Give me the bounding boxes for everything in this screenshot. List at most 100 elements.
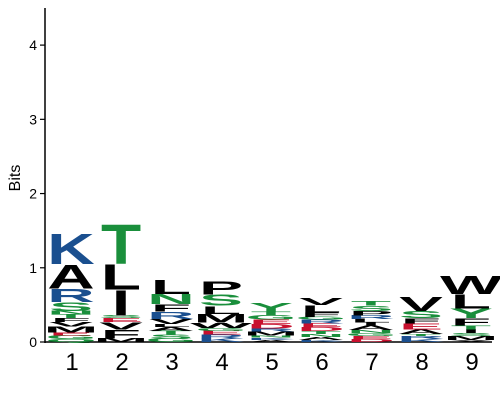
logo-letter-I: I	[462, 328, 480, 334]
logo-letter-S: S	[399, 309, 443, 321]
logo-letter-K: K	[47, 225, 94, 273]
logo-letter-P: P	[349, 310, 393, 317]
logo-letter-I: I	[362, 322, 380, 327]
logo-letter-T: T	[351, 300, 391, 307]
position-label: 9	[465, 349, 478, 376]
logo-letter-N: N	[47, 310, 94, 316]
logo-letter-R: R	[297, 319, 344, 325]
logo-letter-D: D	[297, 326, 344, 332]
logo-letter-K: K	[397, 338, 445, 343]
logo-letter-F: F	[51, 317, 91, 323]
logo-letter-T: T	[451, 325, 491, 331]
logo-letter-N: N	[347, 329, 394, 334]
position-label: 4	[215, 349, 228, 376]
logo-letter-E: E	[349, 335, 393, 340]
position-label: 1	[65, 349, 78, 376]
letter-stacks: QGEMVFTNSRAKMFVESILTGSTALVRFNLKREGWMLSPA…	[44, 213, 500, 344]
position-label: 2	[115, 349, 128, 376]
logo-letter-L: L	[451, 290, 491, 313]
logo-letter-N: N	[247, 335, 294, 338]
logo-letter-K: K	[197, 337, 245, 343]
position-label: 3	[165, 349, 178, 376]
logo-letter-V: V	[299, 295, 344, 307]
logo-letter-A: A	[297, 336, 344, 341]
logo-letter-R: R	[197, 334, 244, 340]
logo-letter-S: S	[449, 332, 493, 337]
logo-letter-E: E	[99, 317, 143, 323]
logo-letter-F: F	[151, 302, 191, 314]
logo-letter-R: R	[147, 310, 194, 322]
logo-letter-S: S	[99, 315, 143, 320]
logo-letter-S: S	[349, 304, 393, 312]
logo-letter-E: E	[49, 332, 93, 337]
y-tick-label: 0	[29, 334, 37, 350]
logo-letter-L: L	[351, 318, 391, 324]
logo-letter-M: M	[44, 325, 99, 334]
logo-letter-A: A	[147, 326, 194, 332]
logo-letter-P: P	[199, 278, 243, 299]
logo-letter-A: A	[347, 325, 394, 332]
position-label: 5	[265, 349, 278, 376]
logo-letter-D: D	[247, 323, 294, 330]
y-tick-label: 3	[29, 111, 37, 127]
logo-letter-G: G	[45, 334, 96, 340]
logo-letter-N: N	[147, 291, 194, 307]
logo-letter-T: T	[251, 311, 291, 317]
logo-letter-M: M	[194, 312, 249, 326]
logo-letter-L: L	[301, 303, 341, 315]
logo-letter-E: E	[399, 322, 443, 331]
logo-letter-W: W	[440, 271, 500, 300]
y-tick-label: 1	[29, 260, 37, 276]
logo-letter-K: K	[297, 339, 345, 342]
logo-letter-F: F	[401, 317, 441, 325]
logo-letter-D: D	[347, 338, 394, 343]
logo-letter-R: R	[247, 328, 294, 333]
logo-letter-G: G	[295, 316, 346, 321]
logo-letter-G: G	[195, 327, 246, 332]
logo-letter-F: F	[451, 316, 491, 328]
logo-letter-L: L	[151, 323, 191, 328]
logo-letter-E: E	[199, 330, 243, 336]
y-axis-label: Bits	[7, 165, 24, 192]
y-tick-label: 2	[29, 186, 37, 202]
logo-letter-L: L	[151, 276, 191, 299]
position-label: 7	[365, 349, 378, 376]
logo-letter-I: I	[112, 283, 130, 323]
axes: 0 1 2 3 4 1 2 3 4 5 6 7 8 9	[29, 8, 492, 376]
logo-letter-T: T	[301, 330, 341, 335]
logo-letter-Y: Y	[249, 301, 293, 315]
logo-letter-S: S	[149, 334, 193, 340]
position-label: 6	[315, 349, 328, 376]
logo-letter-T: T	[51, 314, 91, 320]
logo-letter-S: S	[199, 292, 243, 309]
logo-letter-R: R	[47, 285, 94, 306]
logo-letter-T: T	[151, 330, 191, 336]
logo-letter-T: T	[401, 333, 441, 336]
position-label: 8	[415, 349, 428, 376]
logo-letter-G: G	[145, 337, 196, 343]
logo-letter-A: A	[47, 259, 94, 297]
logo-letter-G: G	[245, 314, 296, 321]
logo-letter-E: E	[299, 323, 343, 329]
y-tick-label: 4	[29, 37, 37, 53]
logo-letter-X: X	[449, 339, 493, 342]
logo-letter-M: M	[94, 337, 149, 343]
logo-letter-F: F	[301, 311, 341, 318]
logo-letter-T: T	[101, 213, 141, 277]
logo-letter-N: N	[297, 333, 344, 338]
logo-letter-L: L	[201, 303, 241, 316]
logo-letter-F: F	[101, 327, 141, 341]
logo-letter-A: A	[247, 339, 294, 342]
logo-letter-K: K	[247, 337, 295, 340]
logo-letter-Q: Q	[45, 338, 96, 343]
logo-letter-Y: Y	[449, 306, 493, 321]
